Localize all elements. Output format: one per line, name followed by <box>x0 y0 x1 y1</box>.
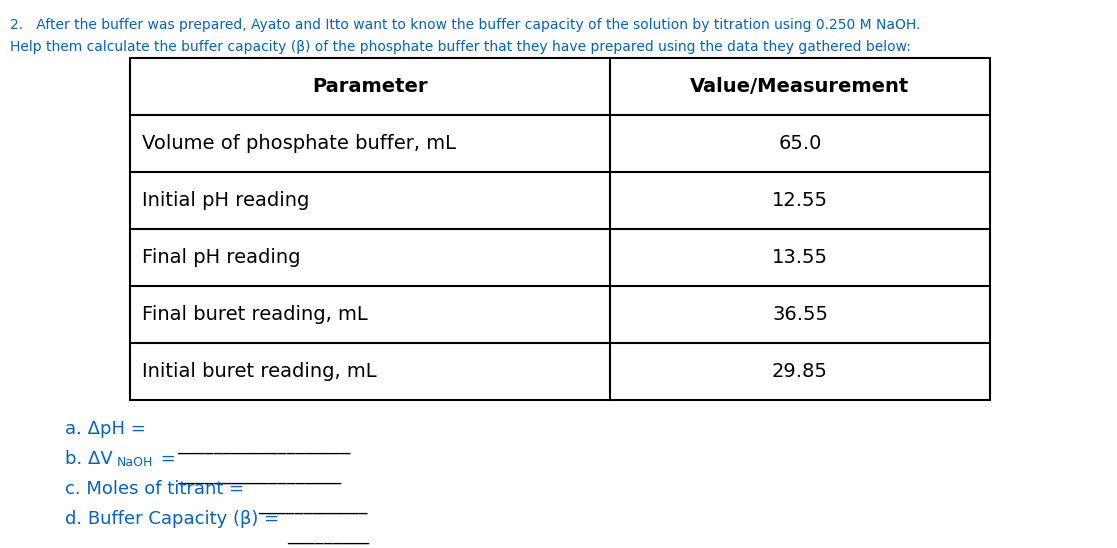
Text: Final pH reading: Final pH reading <box>142 248 300 267</box>
Text: Value/Measurement: Value/Measurement <box>690 77 909 96</box>
Text: __________________: __________________ <box>176 466 342 484</box>
Text: Final buret reading, mL: Final buret reading, mL <box>142 305 367 324</box>
Text: _________: _________ <box>287 526 369 544</box>
Text: 13.55: 13.55 <box>772 248 828 267</box>
Text: ____________: ____________ <box>258 496 367 514</box>
Text: d. Buffer Capacity (β) =: d. Buffer Capacity (β) = <box>65 510 285 528</box>
Text: Volume of phosphate buffer, mL: Volume of phosphate buffer, mL <box>142 134 456 153</box>
Bar <box>130 58 990 400</box>
Text: 65.0: 65.0 <box>779 134 822 153</box>
Text: b. ΔV: b. ΔV <box>65 450 113 468</box>
Text: c. Moles of titrant =: c. Moles of titrant = <box>65 480 250 498</box>
Text: Initial buret reading, mL: Initial buret reading, mL <box>142 362 376 381</box>
Text: NaOH: NaOH <box>117 456 153 469</box>
Text: 12.55: 12.55 <box>772 191 828 210</box>
Text: 29.85: 29.85 <box>772 362 828 381</box>
Text: ___________________: ___________________ <box>176 436 351 454</box>
Text: Help them calculate the buffer capacity (β) of the phosphate buffer that they ha: Help them calculate the buffer capacity … <box>10 40 910 54</box>
Text: 36.55: 36.55 <box>772 305 828 324</box>
Text: 2.   After the buffer was prepared, Ayato and Itto want to know the buffer capac: 2. After the buffer was prepared, Ayato … <box>10 18 920 32</box>
Text: Parameter: Parameter <box>313 77 428 96</box>
Text: Initial pH reading: Initial pH reading <box>142 191 309 210</box>
Text: a. ΔpH =: a. ΔpH = <box>65 420 152 438</box>
Text: =: = <box>155 450 181 468</box>
